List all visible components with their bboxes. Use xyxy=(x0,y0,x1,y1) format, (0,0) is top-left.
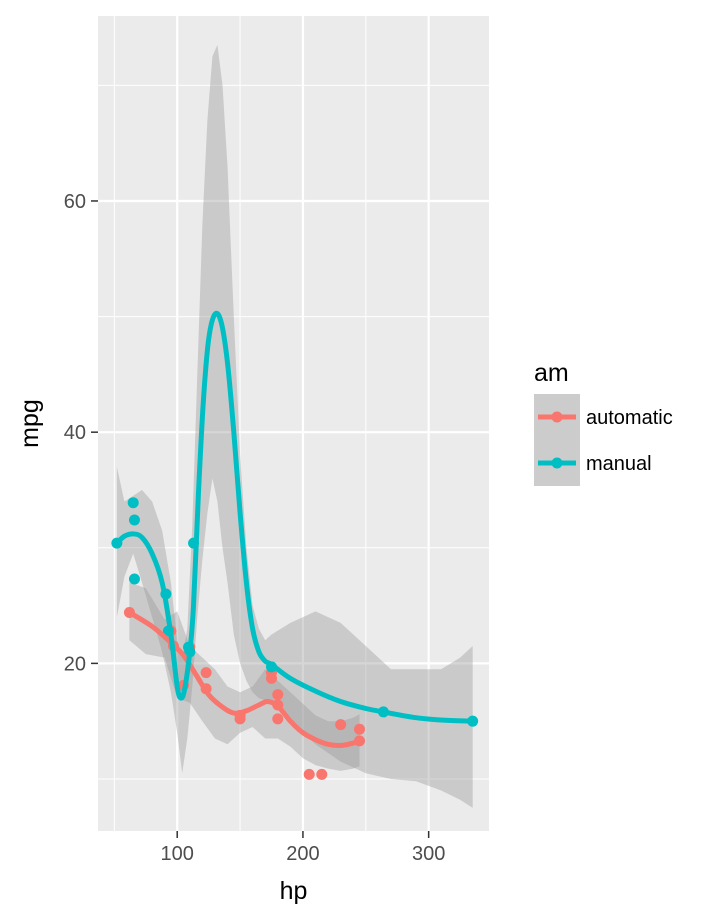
x-tick-label: 100 xyxy=(161,843,194,865)
data-point-automatic xyxy=(272,689,284,701)
data-point-automatic xyxy=(272,713,284,725)
legend-entries: automatic manual xyxy=(534,394,673,486)
data-point-automatic xyxy=(316,768,328,780)
data-point-manual xyxy=(127,497,139,509)
y-tick-label: 20 xyxy=(64,653,86,675)
x-tick-label: 200 xyxy=(286,843,319,865)
x-axis-title: hp xyxy=(280,877,308,905)
legend-label: manual xyxy=(586,453,652,475)
legend-item-automatic: automatic xyxy=(534,394,673,440)
confidence-ribbon-manual xyxy=(116,44,473,808)
data-point-automatic xyxy=(200,667,212,679)
x-tick-label: 300 xyxy=(412,843,445,865)
minor-gridlines xyxy=(98,16,489,831)
smooth-line-manual xyxy=(114,310,476,724)
y-axis-title: mpg xyxy=(16,399,44,448)
legend-key-point xyxy=(551,457,563,469)
legend: am automatic manual xyxy=(534,359,673,486)
legend-title: am xyxy=(534,359,569,387)
y-tick-label: 60 xyxy=(64,191,86,213)
smooth-line-automatic xyxy=(126,610,362,749)
data-point-manual xyxy=(128,573,140,585)
legend-label: automatic xyxy=(586,407,673,429)
data-point-automatic xyxy=(303,768,315,780)
legend-item-manual: manual xyxy=(534,440,652,486)
y-tick-label: 40 xyxy=(64,422,86,444)
confidence-ribbon-automatic xyxy=(129,582,360,771)
data-point-manual xyxy=(128,514,140,526)
confidence-ribbons xyxy=(116,44,473,808)
legend-key-point xyxy=(551,411,563,423)
smooth-lines xyxy=(114,310,476,749)
data-point-automatic xyxy=(335,719,347,731)
data-point-automatic xyxy=(234,713,246,725)
data-point-automatic xyxy=(354,723,366,735)
plot-panel xyxy=(98,16,489,831)
axes: 100 200 300 20 40 60 xyxy=(64,191,446,865)
major-gridlines xyxy=(98,16,489,831)
